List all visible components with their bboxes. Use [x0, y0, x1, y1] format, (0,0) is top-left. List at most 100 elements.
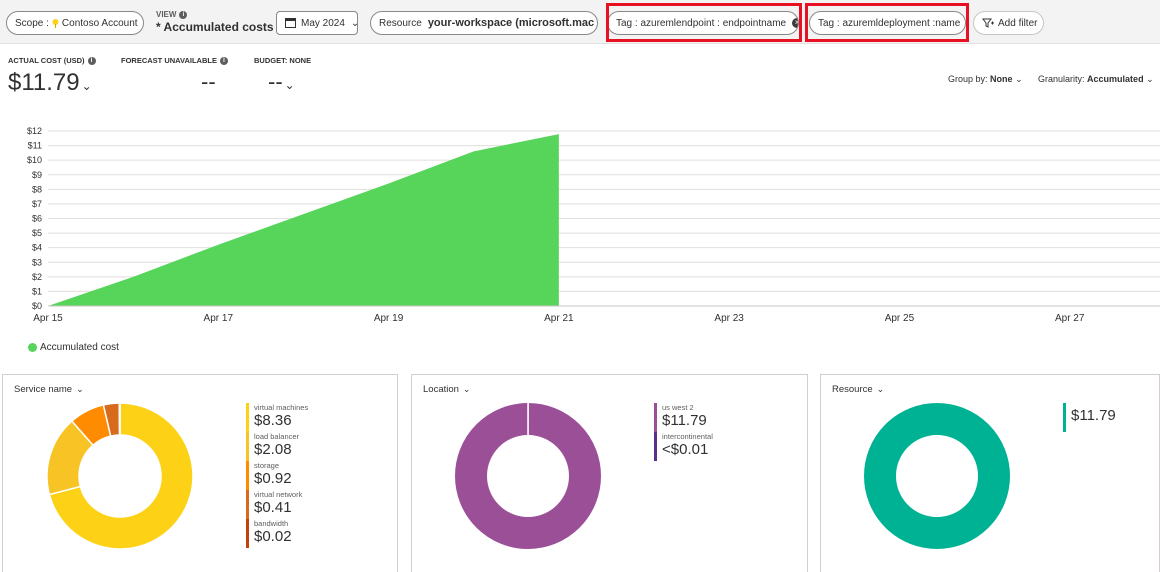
location-donut-chart [455, 402, 601, 549]
group-by-dropdown[interactable]: Group by: None ⌄ [948, 74, 1023, 85]
scope-pill[interactable]: Scope : Contoso Account [6, 11, 144, 35]
legend-item-name: intercontinental [662, 432, 713, 441]
budget-value: -- [268, 69, 283, 94]
legend-color-bar [246, 490, 249, 519]
x-tick-label: Apr 21 [544, 313, 574, 324]
chevron-down-icon: ⌄ [81, 79, 92, 93]
location-dropdown[interactable]: Location ⌄ [423, 384, 470, 395]
legend-item-amount: $8.36 [254, 412, 292, 429]
chevron-down-icon: ⌄ [1146, 74, 1154, 84]
resource-filter-pill[interactable]: Resource your-workspace (microsoft.mac × [370, 11, 598, 35]
legend-item[interactable]: $11.79 [1063, 403, 1116, 432]
group-by-value: None [990, 74, 1013, 84]
tag-filter-endpoint-text: Tag : azuremlendpoint : endpointname [616, 17, 787, 29]
chart-legend[interactable]: Accumulated cost [28, 342, 119, 353]
forecast-kpi: FORECAST UNAVAILABLE i -- [121, 56, 228, 95]
x-tick-label: Apr 23 [714, 313, 744, 324]
budget-kpi[interactable]: BUDGET: NONE -- ⌄ [254, 56, 311, 95]
legend-color-bar [246, 403, 249, 432]
actual-cost-value: $11.79 [8, 69, 80, 96]
tag-filter-endpoint-pill[interactable]: Tag : azuremlendpoint : endpointname × [607, 11, 799, 35]
highlight-box-endpoint [606, 3, 802, 42]
y-tick-label: $2 [32, 272, 42, 282]
y-tick-label: $4 [32, 243, 42, 253]
legend-item[interactable]: virtual machines $8.36 [246, 403, 308, 432]
legend-label: Accumulated cost [40, 342, 119, 353]
date-range-picker[interactable]: May 2024 ⌄ [276, 11, 358, 35]
legend-item-name: load balancer [254, 432, 300, 441]
actual-cost-kpi[interactable]: ACTUAL COST (USD) i $11.79 ⌄ [8, 56, 96, 97]
info-icon: i [179, 10, 188, 19]
y-tick-label: $9 [32, 170, 42, 180]
y-tick-label: $0 [32, 301, 42, 311]
add-filter-button[interactable]: Add filter [973, 11, 1044, 35]
x-tick-label: Apr 27 [1055, 313, 1085, 324]
legend-color-bar [246, 432, 249, 461]
info-icon: i [219, 56, 228, 65]
y-tick-label: $1 [32, 286, 42, 296]
legend-item[interactable]: virtual network $0.41 [246, 490, 308, 519]
actual-cost-label: ACTUAL COST (USD) [8, 56, 85, 65]
chevron-down-icon: ⌄ [351, 18, 357, 29]
view-label: VIEW [156, 10, 177, 19]
filter-add-icon [982, 18, 994, 28]
donut-segment[interactable] [48, 402, 194, 550]
y-tick-label: $3 [32, 257, 42, 267]
location-legend-list: us west 2 $11.79 intercontinental <$0.01 [654, 403, 713, 461]
budget-label: BUDGET: NONE [254, 56, 312, 65]
legend-color-bar [1063, 403, 1066, 432]
legend-item[interactable]: storage $0.92 [246, 461, 308, 490]
resource-dropdown[interactable]: Resource ⌄ [832, 384, 884, 395]
granularity-label: Granularity: [1038, 74, 1085, 84]
highlight-box-deployment [805, 3, 969, 42]
legend-color-bar [246, 461, 249, 490]
x-tick-label: Apr 19 [374, 313, 404, 324]
x-tick-label: Apr 17 [204, 313, 234, 324]
y-tick-label: $5 [32, 228, 42, 238]
resource-filter-value: your-workspace (microsoft.mac [427, 17, 595, 29]
info-icon: i [87, 56, 96, 65]
tag-filter-deployment-text: Tag : azuremldeployment :name [818, 17, 961, 29]
granularity-dropdown[interactable]: Granularity: Accumulated ⌄ [1038, 74, 1154, 85]
calendar-icon [285, 18, 296, 28]
legend-item[interactable]: intercontinental <$0.01 [654, 432, 713, 461]
y-tick-label: $11 [28, 141, 42, 151]
series-area-accumulated-cost[interactable] [48, 134, 559, 306]
legend-item-amount: $0.92 [254, 470, 292, 487]
legend-item-amount: $0.02 [254, 528, 292, 545]
forecast-value: -- [201, 69, 216, 94]
forecast-label: FORECAST UNAVAILABLE [121, 56, 217, 65]
close-icon[interactable]: × [792, 18, 798, 28]
pin-icon [52, 18, 59, 28]
legend-item-name: us west 2 [662, 403, 694, 412]
legend-item[interactable]: us west 2 $11.79 [654, 403, 713, 432]
date-value: May 2024 [301, 17, 345, 29]
legend-color-bar [654, 403, 657, 432]
chevron-down-icon: ⌄ [462, 384, 471, 394]
y-tick-label: $7 [32, 199, 42, 209]
resource-filter-key: Resource [379, 17, 422, 29]
legend-item-amount: $0.41 [254, 499, 292, 516]
card-title: Resource [832, 384, 873, 395]
tag-filter-deployment-pill[interactable]: Tag : azuremldeployment :name × [809, 11, 966, 35]
donut-segment[interactable] [864, 403, 1010, 549]
chevron-down-icon: ⌄ [1015, 74, 1023, 84]
legend-color-bar [246, 519, 249, 548]
resource-card: Resource ⌄ $11.79 [820, 374, 1160, 572]
legend-item-name: bandwidth [254, 519, 289, 528]
group-by-label: Group by: [948, 74, 988, 84]
legend-item[interactable]: load balancer $2.08 [246, 432, 308, 461]
resource-legend-list: $11.79 [1063, 403, 1116, 432]
service-name-dropdown[interactable]: Service name ⌄ [14, 384, 84, 395]
legend-item-name: storage [254, 461, 280, 470]
legend-item[interactable]: bandwidth $0.02 [246, 519, 308, 548]
location-card: Location ⌄ us west 2 $11.79 intercontinent… [411, 374, 808, 572]
add-filter-label: Add filter [998, 17, 1038, 29]
donut-segment[interactable] [118, 402, 121, 436]
y-tick-label: $6 [32, 214, 42, 224]
legend-item-amount: $2.08 [254, 441, 292, 458]
card-title: Service name [14, 384, 73, 395]
service-donut-chart [46, 402, 194, 550]
donut-segment[interactable] [455, 403, 601, 549]
